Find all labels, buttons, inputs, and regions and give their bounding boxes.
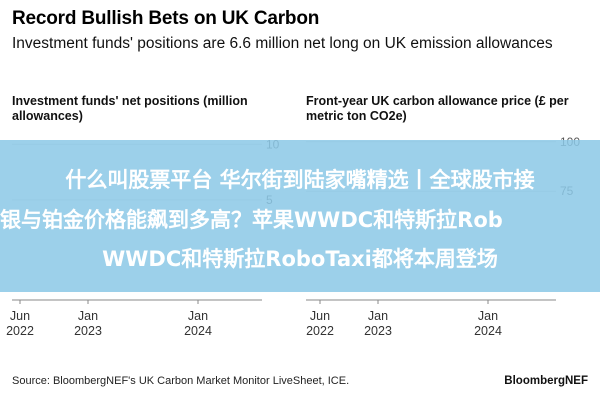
- x-tick-year-label: 2023: [364, 324, 392, 338]
- right-panel-title: Front-year UK carbon allowance price (£ …: [306, 94, 569, 123]
- chart-subtitle: Investment funds' positions are 6.6 mill…: [12, 35, 553, 52]
- left-panel-title: Investment funds' net positions (million…: [12, 94, 248, 123]
- brand-logo-text: BloombergNEF: [504, 375, 588, 387]
- x-tick-year-label: 2024: [184, 324, 212, 338]
- overlay-banner[interactable]: 什么叫股票平台 华尔街到陆家嘴精选丨全球股市接 银与铂金价格能飙到多高？苹果WW…: [0, 140, 600, 292]
- banner-text-line-1: 什么叫股票平台 华尔街到陆家嘴精选丨全球股市接: [65, 168, 535, 192]
- x-tick-year-label: 2022: [306, 324, 334, 338]
- x-tick-label: Jan: [478, 309, 498, 323]
- x-tick-label: Jan: [188, 309, 208, 323]
- banner-text-line-3: WWDC和特斯拉RoboTaxi都将本周登场: [102, 247, 498, 271]
- x-tick-year-label: 2023: [74, 324, 102, 338]
- banner-text-line-2: 银与铂金价格能飙到多高？苹果WWDC和特斯拉Rob: [0, 208, 503, 232]
- x-tick-year-label: 2024: [474, 324, 502, 338]
- x-tick-label: Jun: [310, 309, 330, 323]
- x-tick-label: Jun: [10, 309, 30, 323]
- x-tick-year-label: 2022: [6, 324, 34, 338]
- chart-title: Record Bullish Bets on UK Carbon: [12, 8, 320, 29]
- source-note: Source: BloombergNEF's UK Carbon Market …: [12, 375, 350, 387]
- x-tick-label: Jan: [368, 309, 388, 323]
- x-tick-label: Jan: [78, 309, 98, 323]
